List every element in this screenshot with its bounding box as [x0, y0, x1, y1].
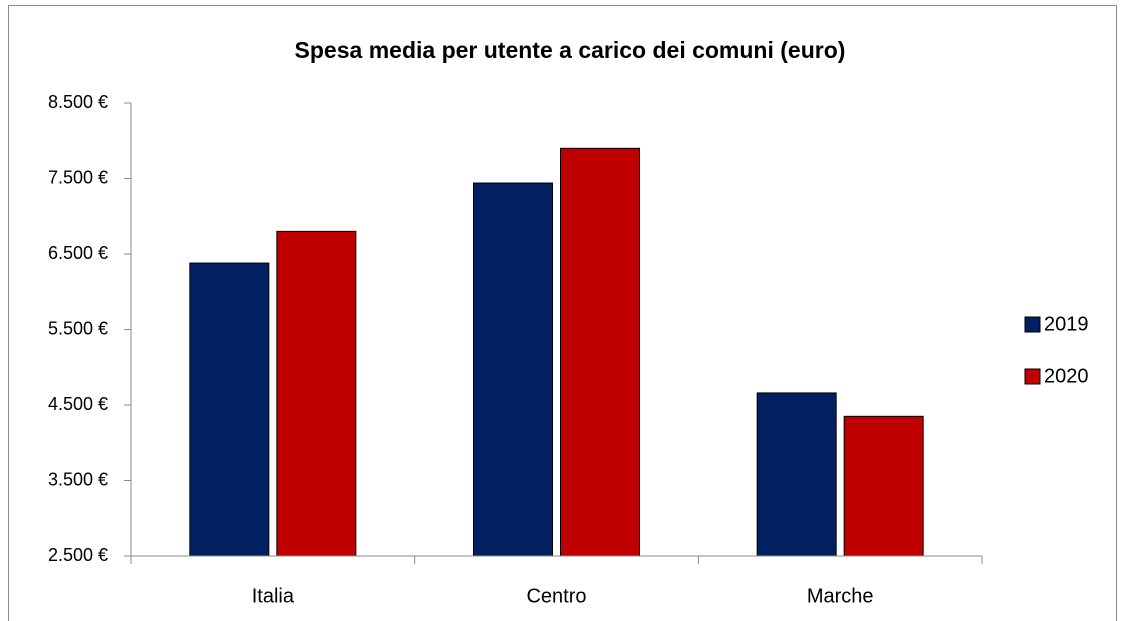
x-tick-label: Centro — [526, 585, 586, 607]
legend-swatch — [1024, 316, 1041, 333]
bar — [560, 147, 640, 557]
bar — [276, 230, 357, 557]
y-tick-label: 3.500 € — [48, 469, 108, 489]
y-tick-label: 2.500 € — [48, 545, 108, 565]
bar — [843, 415, 924, 557]
chart-title: Spesa media per utente a carico dei comu… — [295, 37, 846, 63]
bar — [756, 392, 837, 557]
y-tick-label: 7.500 € — [48, 167, 108, 187]
y-tick-label: 5.500 € — [48, 318, 108, 338]
legend-swatch — [1024, 368, 1041, 385]
bar — [473, 182, 553, 557]
chart-border — [8, 5, 1117, 621]
bar — [189, 262, 270, 557]
legend-label: 2019 — [1044, 313, 1089, 335]
legend-label: 2020 — [1044, 365, 1089, 387]
y-tick-label: 4.500 € — [48, 394, 108, 414]
x-tick-label: Italia — [252, 585, 295, 607]
y-tick-label: 6.500 € — [48, 243, 108, 263]
x-tick-label: Marche — [807, 585, 874, 607]
y-tick-label: 8.500 € — [48, 92, 108, 112]
